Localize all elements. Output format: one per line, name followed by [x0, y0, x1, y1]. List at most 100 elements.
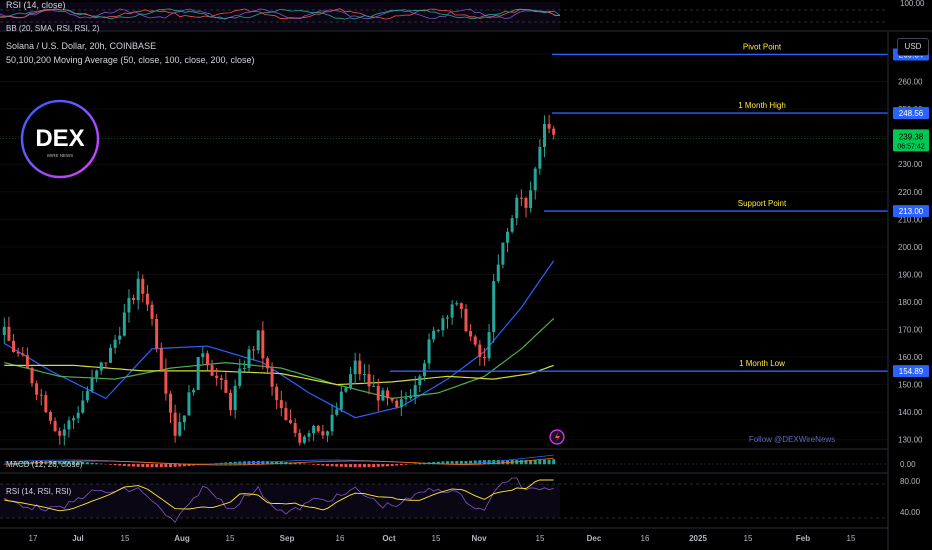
macd-bar [187, 464, 191, 466]
macd-bar [395, 464, 399, 466]
candle-body [436, 330, 440, 332]
candle-body [238, 368, 242, 386]
x-tick-label: 2025 [689, 534, 707, 543]
macd-bar [473, 460, 477, 465]
indicator-legend[interactable]: 50,100,200 Moving Average (50, close, 10… [6, 55, 255, 65]
macd-bar [122, 464, 126, 466]
x-tick-label: Jul [72, 534, 84, 543]
x-tick-label: 15 [226, 534, 235, 543]
macd-bar [275, 461, 279, 465]
candle-body [538, 147, 542, 169]
currency-button[interactable]: USD [897, 38, 929, 56]
candle-body [224, 379, 228, 393]
candle-body [150, 304, 154, 319]
candle-body [450, 304, 454, 318]
candle-body [399, 399, 403, 408]
macd-bar [353, 464, 357, 468]
candle-body [141, 278, 145, 294]
macd-bar [53, 461, 57, 465]
candle-body [330, 414, 334, 432]
candle-body [307, 433, 311, 437]
candle-body [376, 385, 380, 401]
macd-bar [432, 462, 436, 465]
candle-body [178, 422, 182, 436]
candle-body [533, 168, 537, 191]
candle-body [529, 190, 533, 208]
candle-body [145, 293, 149, 305]
macd-pane: MACD (12, 26, close) 0.00 [0, 448, 916, 469]
macd-bar [362, 464, 366, 468]
top-rsi-pane: 100.00 BB (20, SMA, RSI, RSI, 2) [0, 0, 932, 33]
macd-bar [552, 459, 556, 465]
macd-line [4, 454, 554, 465]
top-axis-label: 100.00 [900, 0, 925, 8]
candle-body [422, 363, 426, 377]
candle-body [501, 242, 505, 265]
chart-title[interactable]: Solana / U.S. Dollar, 20h, COINBASE [6, 41, 157, 51]
candle-body [44, 395, 48, 413]
macd-bar [150, 464, 154, 468]
time-axis[interactable]: 17 Jul 15 Aug 15 Sep 16 Oct 15 Nov 15 Dec 16 2025 15 Fe… [0, 527, 888, 543]
candle-body [169, 393, 173, 413]
candle-body [552, 128, 556, 135]
macd-bar [381, 464, 385, 467]
candle-body [478, 344, 482, 357]
macd-bar [298, 463, 302, 465]
current-price-tag [893, 129, 929, 152]
candle-body [155, 318, 159, 349]
candle-body [173, 412, 177, 436]
y-tick-label: 200.00 [898, 243, 923, 252]
y-tick-label: 210.00 [898, 215, 923, 224]
top-rsi-line [0, 8, 561, 20]
candle-body [247, 349, 251, 368]
candle-body [325, 431, 329, 436]
candle-body [335, 409, 339, 415]
macd-bar [542, 459, 546, 465]
price-levels: Pivot Point 1 Month High Support Point 1 Mo… [390, 42, 888, 372]
candle-body [519, 197, 523, 199]
candle-body [372, 385, 376, 387]
x-tick-label: 15 [432, 534, 441, 543]
macd-bar [178, 464, 182, 467]
candle-body [233, 385, 237, 411]
candle-body [367, 374, 371, 387]
y-tick-label: 180.00 [898, 298, 923, 307]
candle-body [35, 383, 39, 395]
candle-body [229, 392, 233, 411]
macd-bar [118, 464, 122, 466]
candle-body [205, 353, 209, 366]
ma200-line [4, 364, 554, 386]
candle-body [164, 369, 168, 394]
macd-signal-line [4, 457, 554, 466]
macd-bar [335, 464, 339, 467]
candle-body [182, 415, 186, 423]
candle-body [275, 386, 279, 401]
macd-bar [464, 461, 468, 465]
candle-body [252, 349, 256, 351]
macd-bar [302, 463, 306, 465]
candle-body [542, 124, 546, 148]
candle-body [108, 347, 112, 363]
macd-bar [404, 464, 408, 465]
candle-body [492, 281, 496, 333]
candle-body [256, 330, 260, 351]
y-tick-label: 140.00 [898, 408, 923, 417]
macd-bar [108, 464, 112, 465]
macd-bar [67, 461, 71, 465]
macd-bar [58, 461, 62, 465]
y-tick-label: 130.00 [898, 436, 923, 445]
candle-body [192, 389, 196, 393]
macd-bar [441, 461, 445, 465]
candle-body [159, 348, 163, 370]
candle-body [196, 357, 200, 390]
macd-bar [496, 459, 500, 465]
candle-body [62, 429, 66, 436]
y-tick-label: 150.00 [898, 381, 923, 390]
macd-bar [450, 461, 454, 465]
candle-body [469, 331, 473, 337]
candle-body [482, 356, 486, 359]
candle-body [353, 360, 357, 375]
macd-bar [113, 464, 117, 466]
